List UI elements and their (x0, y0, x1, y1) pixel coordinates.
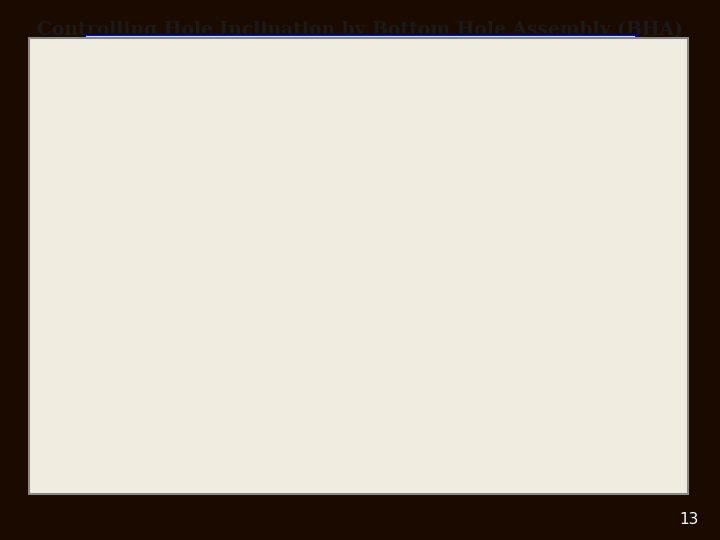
Ellipse shape (390, 278, 431, 311)
Text: Pendulum (Angle-Dropping) Assembly: Pendulum (Angle-Dropping) Assembly (234, 328, 486, 341)
Polygon shape (666, 431, 680, 460)
Text: Packed (Angle-Holding) Assembly: Packed (Angle-Holding) Assembly (248, 177, 472, 190)
Ellipse shape (33, 126, 68, 143)
FancyBboxPatch shape (94, 442, 652, 449)
Ellipse shape (429, 143, 464, 160)
Ellipse shape (188, 294, 222, 311)
Ellipse shape (190, 290, 220, 299)
Ellipse shape (584, 429, 618, 446)
Ellipse shape (431, 139, 462, 147)
Polygon shape (666, 129, 680, 157)
Ellipse shape (242, 143, 276, 160)
Text: 3 to 8 ft: 3 to 8 ft (606, 400, 647, 409)
Text: 20 to 30 ft: 20 to 30 ft (281, 248, 335, 258)
Circle shape (668, 291, 678, 298)
Text: 30 to 90 ft: 30 to 90 ft (504, 248, 558, 258)
Text: Controlling Hole Inclination by Bottom Hole Assembly (BHA): Controlling Hole Inclination by Bottom H… (37, 21, 683, 39)
Ellipse shape (429, 126, 464, 143)
Ellipse shape (584, 446, 618, 462)
Text: Stabilizers: Stabilizers (104, 201, 175, 214)
FancyBboxPatch shape (652, 129, 666, 157)
Text: 13: 13 (679, 511, 698, 526)
FancyBboxPatch shape (90, 287, 133, 301)
Ellipse shape (239, 126, 279, 160)
FancyBboxPatch shape (133, 291, 652, 298)
Ellipse shape (426, 126, 467, 160)
Text: Fulcrum (Angle-Building) Assembly: Fulcrum (Angle-Building) Assembly (244, 480, 476, 492)
Ellipse shape (33, 143, 68, 160)
Ellipse shape (539, 139, 570, 147)
Ellipse shape (185, 278, 225, 311)
Text: 5 to 10 ft: 5 to 10 ft (477, 97, 524, 107)
Ellipse shape (393, 294, 428, 311)
Ellipse shape (242, 126, 276, 143)
Ellipse shape (35, 139, 66, 147)
FancyBboxPatch shape (84, 34, 636, 60)
Ellipse shape (534, 126, 575, 160)
FancyBboxPatch shape (652, 431, 666, 460)
Ellipse shape (393, 278, 428, 294)
Ellipse shape (244, 139, 274, 147)
Polygon shape (666, 280, 680, 308)
Ellipse shape (537, 143, 572, 160)
Ellipse shape (537, 126, 572, 143)
Circle shape (668, 139, 678, 147)
Text: 10 to 20 ft: 10 to 20 ft (325, 97, 380, 107)
Ellipse shape (395, 290, 426, 299)
Ellipse shape (586, 441, 616, 450)
Circle shape (668, 442, 678, 449)
Ellipse shape (30, 126, 71, 160)
Text: 20 to 30 ft: 20 to 30 ft (127, 97, 182, 107)
FancyBboxPatch shape (43, 140, 652, 146)
Ellipse shape (581, 429, 621, 462)
FancyBboxPatch shape (652, 280, 666, 308)
Ellipse shape (188, 278, 222, 294)
Text: BHA=Assembly of Drill Collars and Stabilizers: BHA=Assembly of Drill Collars and Stabil… (189, 40, 531, 53)
